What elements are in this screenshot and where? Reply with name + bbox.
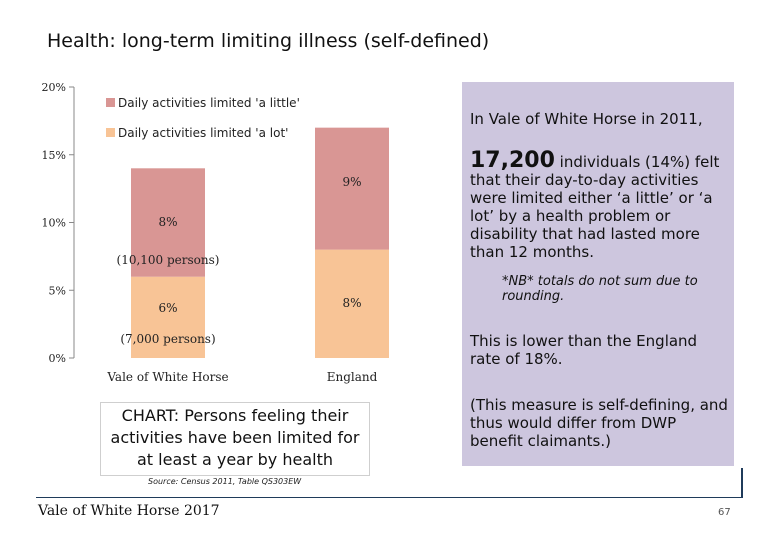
summary-text: individuals (14%) felt that their day-to… [470, 153, 720, 261]
england-comparison: This is lower than the England rate of 1… [470, 332, 698, 368]
legend-label: Daily activities limited 'a little' [118, 96, 300, 110]
bar-segment [131, 168, 205, 277]
category-label: Vale of White Horse [106, 370, 228, 384]
page-number: 67 [718, 507, 731, 518]
persons-annotation: (7,000 persons) [120, 332, 215, 346]
footer-title: Vale of White Horse 2017 [38, 503, 220, 519]
persons-annotation: (10,100 persons) [117, 253, 220, 267]
data-label: 6% [158, 301, 177, 315]
big-number: 17,200 [470, 148, 555, 173]
info-intro: In Vale of White Horse in 2011, [470, 110, 703, 128]
y-tick-label: 15% [42, 149, 66, 162]
data-label: 8% [342, 296, 361, 310]
legend-swatch [106, 128, 115, 137]
info-panel [462, 82, 734, 466]
measure-note: (This measure is self-defining, and thus… [470, 396, 728, 450]
info-summary: 17,200 individuals (14%) felt that their… [470, 150, 732, 262]
chart-caption: CHART: Persons feeling their activities … [100, 402, 370, 476]
y-axis: 0% 5% 10% 15% 20% [42, 81, 75, 365]
bar-labels: 6% 8% 8% 9% (7,000 persons) (10,100 persons) [117, 175, 362, 346]
footer-divider [36, 497, 742, 498]
category-labels: Vale of White Horse England [106, 370, 377, 384]
footer-corner-divider [741, 468, 743, 498]
legend-label: Daily activities limited 'a lot' [118, 126, 288, 140]
y-tick-label: 5% [49, 284, 66, 297]
category-label: England [327, 370, 378, 384]
y-tick-label: 10% [42, 217, 66, 230]
y-tick-label: 20% [42, 81, 66, 94]
data-label: 9% [342, 175, 361, 189]
bar-segment [315, 249, 389, 358]
bar-segment [315, 127, 389, 250]
data-label: 8% [158, 215, 177, 229]
source-note: Source: Census 2011, Table QS303EW [148, 477, 302, 486]
bars [131, 127, 389, 358]
legend: Daily activities limited 'a little' Daily… [106, 96, 300, 140]
page-title: Health: long-term limiting illness (self… [47, 30, 490, 52]
rounding-note: *NB* totals do not sum due to rounding. [502, 274, 698, 304]
bar-segment [131, 276, 205, 358]
legend-swatch [106, 98, 115, 107]
y-tick-label: 0% [49, 352, 66, 365]
